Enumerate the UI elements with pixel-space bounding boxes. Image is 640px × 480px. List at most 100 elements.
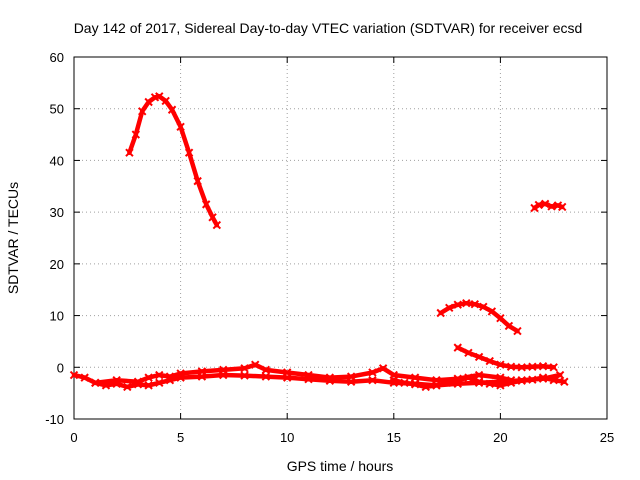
data-point: [378, 364, 388, 373]
data-point: [436, 308, 445, 318]
x-tick-label: 15: [387, 430, 401, 445]
data-point: [91, 378, 100, 388]
data-point: [112, 376, 121, 385]
data-point: [432, 381, 441, 390]
x-tick-label: 20: [493, 430, 507, 445]
axis-ticks: 0 5 10 15 20 25 -10 0 10 20 30 40 50 60: [45, 50, 614, 445]
data-point: [208, 213, 217, 222]
data-point: [368, 376, 377, 385]
data-point: [400, 378, 409, 388]
data-point: [464, 348, 473, 358]
data-point: [496, 360, 505, 369]
y-tick-label: 30: [50, 205, 64, 220]
series-line: [455, 345, 556, 370]
data-point: [538, 362, 548, 371]
y-tick-label: 40: [50, 153, 64, 168]
data-point: [251, 360, 260, 369]
data-point: [131, 130, 141, 139]
data-point: [517, 363, 526, 372]
series-band-mid: [389, 373, 569, 392]
plot-frame: [73, 56, 608, 420]
data-point: [304, 370, 313, 380]
data-point: [453, 300, 462, 309]
data-point: [282, 368, 292, 377]
x-tick-label: 0: [70, 430, 77, 445]
data-point: [219, 365, 228, 375]
data-point: [167, 105, 177, 114]
data-point: [528, 362, 537, 371]
data-point: [474, 377, 484, 386]
data-point: [80, 373, 89, 382]
data-point: [346, 372, 356, 381]
data-point: [496, 373, 505, 382]
data-point: [485, 379, 494, 389]
series-arc-1: [125, 92, 222, 230]
data-point: [462, 298, 471, 308]
data-point: [453, 376, 462, 385]
data-point: [368, 368, 377, 377]
data-point: [496, 313, 505, 323]
data-point: [560, 377, 569, 386]
data-point: [464, 373, 473, 382]
y-tick-label: 10: [50, 309, 64, 324]
data-point: [549, 376, 558, 385]
data-point: [155, 378, 164, 388]
data-point: [470, 299, 480, 309]
data-point: [558, 202, 567, 212]
data-point: [144, 381, 153, 390]
data-point: [69, 370, 79, 380]
data-point: [485, 356, 494, 366]
data-point: [453, 343, 462, 352]
data-point: [212, 220, 222, 230]
data-point: [410, 373, 420, 382]
data-point: [176, 369, 185, 378]
data-point: [161, 96, 170, 106]
data-point: [155, 370, 164, 380]
x-tick-label: 25: [600, 430, 614, 445]
x-tick-label: 10: [280, 430, 294, 445]
data-series: [69, 92, 569, 392]
data-point: [176, 122, 185, 132]
data-point: [487, 307, 497, 316]
data-point: [133, 377, 143, 386]
data-point: [389, 376, 399, 385]
data-point: [410, 380, 420, 389]
data-point: [445, 303, 454, 313]
series-band-high: [91, 360, 516, 388]
data-point: [474, 352, 484, 362]
data-point: [240, 371, 249, 380]
data-point: [155, 92, 164, 101]
data-point: [479, 302, 488, 311]
series-line: [438, 300, 520, 334]
chart-title: Day 142 of 2017, Sidereal Day-to-day VTE…: [74, 20, 583, 36]
data-point: [184, 148, 194, 157]
data-point: [144, 97, 153, 107]
data-point: [138, 107, 147, 116]
data-point: [201, 200, 211, 209]
data-point: [517, 376, 526, 385]
data-point: [540, 199, 550, 209]
data-point: [506, 362, 516, 371]
data-point: [240, 364, 249, 373]
series-arc-2: [436, 298, 522, 336]
x-tick-label: 5: [177, 430, 184, 445]
data-point: [549, 363, 558, 372]
y-tick-label: 0: [57, 360, 64, 375]
series-arc-3: [530, 199, 567, 213]
y-tick-label: -10: [45, 412, 64, 427]
y-axis-label: SDTVAR / TECUs: [5, 182, 21, 294]
y-tick-label: 60: [50, 50, 64, 65]
data-point: [528, 375, 537, 384]
data-point: [442, 378, 452, 388]
data-point: [534, 200, 543, 210]
data-point: [325, 373, 335, 382]
data-point: [513, 326, 522, 336]
data-point: [261, 365, 271, 375]
y-tick-label: 50: [50, 102, 64, 117]
data-point: [125, 148, 134, 157]
data-point: [474, 370, 484, 380]
data-point: [496, 381, 505, 390]
x-axis-label: GPS time / hours: [287, 458, 394, 474]
